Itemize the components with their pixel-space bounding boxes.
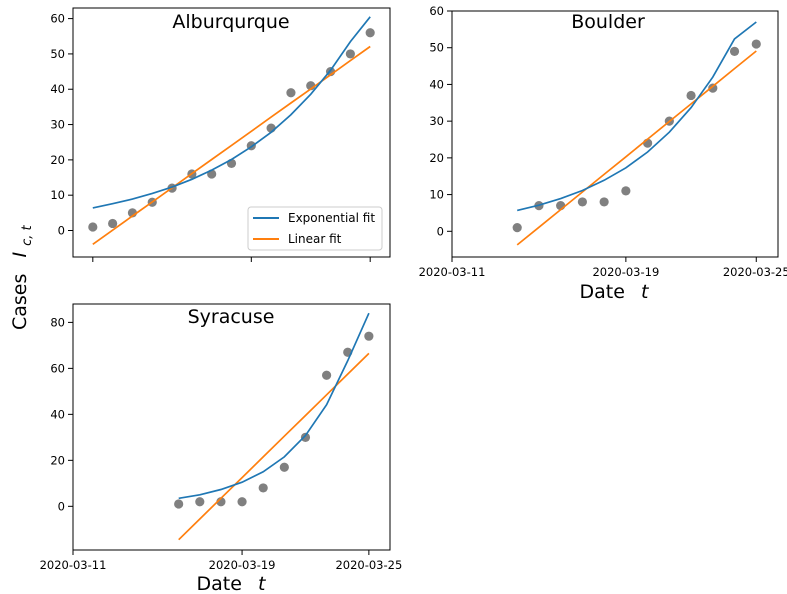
y-tick-label: 60 xyxy=(429,4,444,18)
y-tick-label: 60 xyxy=(50,12,65,26)
y-axis-label-symbol: I xyxy=(9,252,31,258)
y-tick-label: 0 xyxy=(437,224,444,238)
data-point xyxy=(364,331,374,341)
data-point xyxy=(108,218,118,229)
y-tick-label: 20 xyxy=(50,153,65,167)
data-point xyxy=(300,432,311,442)
x-tick-label: 2020-03-19 xyxy=(592,265,659,279)
x-axis-label-symbol: t xyxy=(258,573,267,594)
plot-layer: 0 10 20 30 40 50 60 xyxy=(50,12,375,262)
x-axis-label-text: Date xyxy=(580,281,625,303)
panel-title: Syracuse xyxy=(188,306,275,328)
y-tick-label: 40 xyxy=(50,82,65,96)
plot-layer: 0 10 20 30 40 50 60 2020-03-11 2020-03-19 2020-03… xyxy=(419,4,787,279)
data-point xyxy=(729,46,740,56)
x-axis-label-text: Date xyxy=(197,573,242,594)
plot-frame xyxy=(451,10,779,258)
y-tick-label: 50 xyxy=(50,47,65,61)
x-axis-label-boulder: Date t xyxy=(580,281,650,303)
exponential-fit-line xyxy=(92,16,371,209)
data-point xyxy=(751,39,761,49)
data-point xyxy=(577,197,588,207)
x-tick-label: 2020-03-19 xyxy=(209,558,276,572)
legend: Exponential fit Linear fit xyxy=(247,206,383,251)
y-tick-label: 10 xyxy=(50,188,65,202)
y-axis-label-subscript: c, t xyxy=(20,224,35,245)
data-point xyxy=(345,49,355,59)
data-point xyxy=(365,28,375,38)
data-point xyxy=(237,497,247,507)
y-tick-label: 80 xyxy=(50,315,65,329)
x-axis-label-syracuse: Date t xyxy=(197,573,267,594)
data-point xyxy=(88,222,98,232)
data-point xyxy=(599,197,609,207)
y-axis-label: Cases I c, t xyxy=(9,224,35,330)
legend-box xyxy=(247,206,383,251)
x-tick-label: 2020-03-25 xyxy=(723,265,787,279)
y-tick-label: 40 xyxy=(50,407,65,421)
data-point xyxy=(195,497,205,507)
panel-title: Alburqurque xyxy=(172,11,289,33)
linear-fit-line xyxy=(516,50,757,246)
exponential-fit-line xyxy=(517,21,757,212)
data-point xyxy=(686,90,696,101)
plot-frame xyxy=(72,303,391,551)
y-tick-label: 0 xyxy=(58,224,65,238)
data-point xyxy=(279,462,289,472)
x-axis-label-symbol: t xyxy=(641,281,650,303)
y-tick-label: 30 xyxy=(50,118,65,132)
y-tick-label: 20 xyxy=(50,453,65,467)
panel-alburqurque: 0 10 20 30 40 50 60 Alburqurque Exponential fit… xyxy=(50,7,391,262)
exponential-fit-line xyxy=(178,312,370,500)
data-point xyxy=(286,88,296,98)
y-axis-label-text: Cases xyxy=(9,274,31,330)
panel-boulder: 0 10 20 30 40 50 60 2020-03-11 2020-03-19 2020-03… xyxy=(419,4,787,279)
x-tick-label: 2020-03-11 xyxy=(40,558,107,572)
y-tick-label: 40 xyxy=(429,77,444,91)
y-tick-label: 30 xyxy=(429,114,444,128)
y-tick-label: 20 xyxy=(429,151,444,165)
legend-label-linear: Linear fit xyxy=(288,232,342,246)
legend-label-exponential: Exponential fit xyxy=(288,211,375,225)
y-tick-label: 0 xyxy=(58,499,65,513)
data-point xyxy=(621,186,631,196)
data-point xyxy=(258,483,268,493)
x-tick-label: 2020-03-11 xyxy=(419,265,486,279)
y-tick-label: 50 xyxy=(429,41,444,55)
panel-title: Boulder xyxy=(571,11,645,33)
data-point xyxy=(174,499,184,509)
plot-layer: 0 20 40 60 80 2020-03-11 2020-03-19 2020-03-25 xyxy=(40,312,402,572)
y-tick-label: 60 xyxy=(50,361,65,375)
x-tick-label: 2020-03-25 xyxy=(335,558,402,572)
data-point xyxy=(512,223,522,233)
y-tick-label: 10 xyxy=(429,188,444,202)
panel-syracuse: 0 20 40 60 80 2020-03-11 2020-03-19 2020-03-25 S… xyxy=(40,303,402,572)
data-point xyxy=(322,370,332,380)
data-point xyxy=(708,83,718,93)
